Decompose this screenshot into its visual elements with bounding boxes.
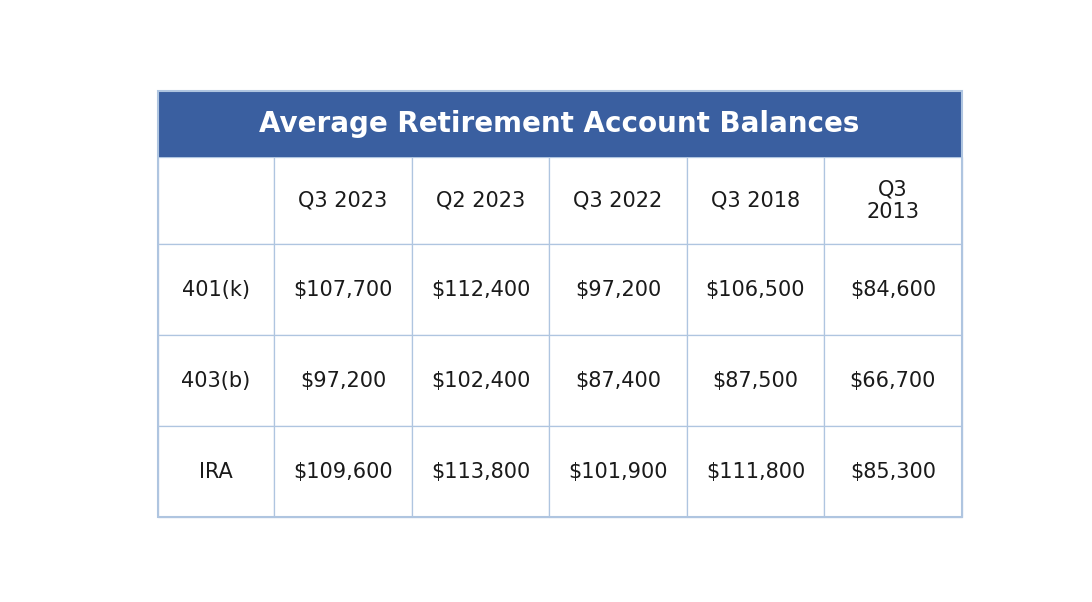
- Text: $109,600: $109,600: [293, 462, 393, 482]
- Text: Q3 2023: Q3 2023: [298, 191, 388, 211]
- Bar: [157, 244, 274, 335]
- Bar: [157, 91, 962, 157]
- Bar: [687, 244, 824, 335]
- Bar: [412, 426, 549, 517]
- Text: $85,300: $85,300: [850, 462, 936, 482]
- Bar: [274, 426, 412, 517]
- Bar: [824, 244, 962, 335]
- Text: $87,500: $87,500: [712, 371, 798, 391]
- Bar: [549, 335, 687, 426]
- Text: Q3 2018: Q3 2018: [711, 191, 800, 211]
- Text: $66,700: $66,700: [850, 371, 936, 391]
- Text: $97,200: $97,200: [300, 371, 387, 391]
- Text: Q3 2022: Q3 2022: [573, 191, 663, 211]
- Bar: [157, 426, 274, 517]
- Bar: [549, 426, 687, 517]
- Bar: [687, 157, 824, 244]
- Text: $113,800: $113,800: [431, 462, 530, 482]
- Text: Q3
2013: Q3 2013: [866, 179, 919, 222]
- Bar: [824, 335, 962, 426]
- Text: 401(k): 401(k): [182, 280, 250, 300]
- Text: $84,600: $84,600: [850, 280, 936, 300]
- Text: $102,400: $102,400: [430, 371, 530, 391]
- Text: $101,900: $101,900: [568, 462, 667, 482]
- Text: Q2 2023: Q2 2023: [436, 191, 525, 211]
- Bar: [274, 157, 412, 244]
- Bar: [824, 426, 962, 517]
- Text: $112,400: $112,400: [430, 280, 530, 300]
- Text: $87,400: $87,400: [575, 371, 661, 391]
- Text: IRA: IRA: [199, 462, 233, 482]
- Bar: [157, 335, 274, 426]
- Bar: [687, 426, 824, 517]
- Text: 403(b): 403(b): [181, 371, 250, 391]
- Bar: [824, 157, 962, 244]
- Bar: [274, 335, 412, 426]
- Bar: [157, 157, 274, 244]
- Text: $107,700: $107,700: [294, 280, 393, 300]
- Bar: [687, 335, 824, 426]
- Bar: [274, 244, 412, 335]
- Text: $106,500: $106,500: [705, 280, 805, 300]
- Bar: [549, 157, 687, 244]
- Bar: [549, 244, 687, 335]
- Bar: [412, 244, 549, 335]
- Text: $97,200: $97,200: [574, 280, 661, 300]
- Bar: [412, 335, 549, 426]
- Text: $111,800: $111,800: [705, 462, 805, 482]
- Bar: [412, 157, 549, 244]
- Text: Average Retirement Account Balances: Average Retirement Account Balances: [260, 110, 859, 138]
